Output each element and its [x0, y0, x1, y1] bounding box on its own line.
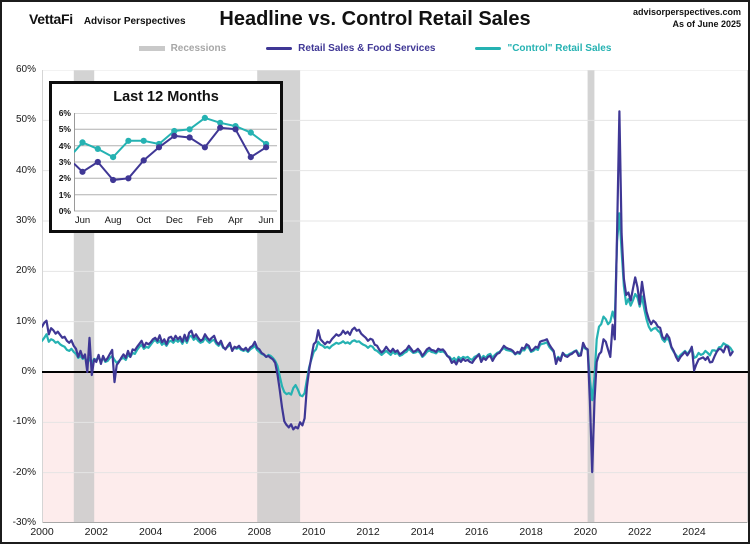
recession-swatch-icon: [138, 46, 165, 51]
inset-y-axis-tick: 1%: [58, 189, 71, 200]
legend-recessions-label: Recessions: [170, 43, 227, 54]
x-axis-tick: 2024: [682, 526, 706, 538]
x-axis-tick: 2020: [573, 526, 598, 538]
y-axis-tick: 20%: [15, 265, 36, 277]
inset-x-axis-tick: Jun: [258, 215, 274, 226]
page-title: Headline vs. Control Retail Sales: [219, 8, 531, 30]
inset-chart: Last 12 Months 6% 5% 4% 3% 2% 1% 0% Jun Aug Oct De…: [49, 81, 283, 233]
vettafi-logo: VettaFi Advisor Perspectives: [29, 11, 186, 29]
y-axis-tick: -30%: [12, 517, 36, 528]
legend-item-headline: Retail Sales & Food Services: [266, 43, 435, 54]
x-axis-tick: 2014: [410, 526, 435, 538]
inset-x-axis-tick: Dec: [165, 215, 183, 226]
headline-line-swatch-icon: [266, 47, 293, 50]
main-chart: [42, 70, 748, 523]
inset-x-axis-tick: Apr: [228, 215, 243, 226]
y-axis-tick: 60%: [15, 64, 36, 75]
inset-y-axis-tick: 0%: [58, 206, 71, 216]
inset-y-axis-tick: 2%: [58, 173, 71, 184]
inset-x-axis-tick: Oct: [136, 215, 152, 226]
control-line-swatch-icon: [475, 47, 502, 50]
x-axis-tick: 2006: [193, 526, 217, 538]
source-url: advisorperspectives.com: [632, 7, 741, 17]
as-of-date: As of June 2025: [672, 18, 741, 29]
vettafi-logo-text: VettaFi: [29, 11, 73, 27]
inset-y-axis-tick: 3%: [58, 157, 71, 167]
advisor-perspectives-text: Advisor Perspectives: [83, 16, 186, 27]
y-axis-tick: 50%: [15, 114, 36, 126]
inset-chart-plot: [74, 113, 277, 212]
inset-x-axis-tick: Feb: [196, 215, 214, 226]
inset-title: Last 12 Months: [113, 89, 219, 105]
legend-item-recessions: Recessions: [138, 43, 227, 54]
y-axis-tick: -10%: [12, 416, 36, 428]
y-axis-tick: 0%: [21, 366, 36, 377]
x-axis-tick: 2008: [247, 526, 272, 538]
inset-y-axis-tick: 6%: [58, 108, 71, 118]
x-axis-tick: 2022: [628, 526, 652, 538]
inset-x-axis-tick: Jun: [74, 215, 91, 226]
x-axis-tick: 2002: [84, 526, 109, 538]
y-axis-tick: 10%: [15, 315, 36, 327]
inset-y-axis-tick: 4%: [58, 140, 71, 151]
x-axis-tick: 2000: [30, 526, 54, 538]
x-axis-tick: 2018: [519, 526, 543, 538]
legend-headline-label: Retail Sales & Food Services: [298, 43, 436, 54]
x-axis-tick: 2016: [465, 526, 489, 538]
legend-control-label: "Control" Retail Sales: [507, 43, 612, 54]
x-axis-tick: 2004: [138, 526, 163, 538]
source-block: advisorperspectives.com As of June 2025: [633, 7, 741, 30]
legend: Recessions Retail Sales & Food Services …: [2, 43, 748, 54]
inset-y-axis-tick: 5%: [58, 124, 71, 135]
inset-x-axis-tick: Aug: [104, 215, 122, 226]
x-axis-tick: 2012: [356, 526, 380, 538]
y-axis-tick: -20%: [12, 466, 36, 478]
y-axis-tick: 30%: [15, 215, 36, 226]
legend-item-control: "Control" Retail Sales: [475, 43, 611, 54]
x-axis-tick: 2010: [302, 526, 326, 538]
y-axis-tick: 40%: [15, 164, 36, 176]
